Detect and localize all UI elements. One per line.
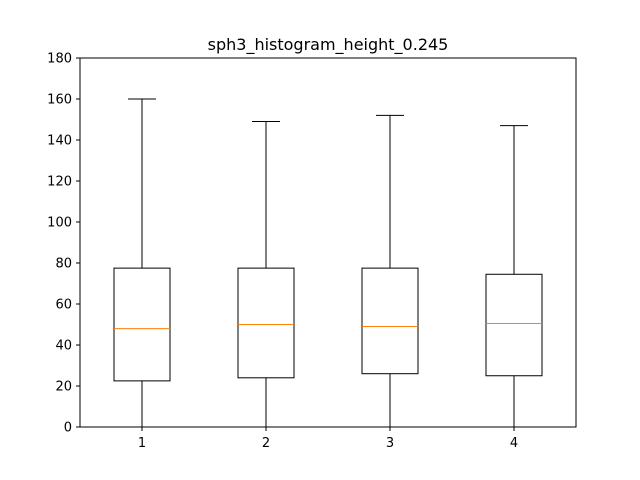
box-iqr bbox=[237, 267, 295, 379]
y-tick-label: 160 bbox=[47, 93, 72, 108]
y-tick-label: 60 bbox=[55, 298, 72, 313]
box-2 bbox=[237, 121, 295, 428]
box-iqr bbox=[113, 267, 171, 382]
x-tick-label: 2 bbox=[262, 436, 270, 451]
box-1 bbox=[113, 98, 171, 428]
y-tick-label: 20 bbox=[55, 380, 72, 395]
x-tick-label: 3 bbox=[386, 436, 394, 451]
x-tick-label: 1 bbox=[138, 436, 146, 451]
box-iqr bbox=[485, 273, 543, 377]
y-tick-label: 180 bbox=[47, 52, 72, 67]
y-tick-label: 120 bbox=[47, 175, 72, 190]
plot-area-frame bbox=[79, 57, 577, 428]
x-axis: 1 2 3 4 bbox=[138, 427, 518, 451]
y-axis: 0 20 40 60 80 100 120 140 160 180 bbox=[47, 52, 80, 436]
y-tick-label: 100 bbox=[47, 216, 72, 231]
x-tick-label: 4 bbox=[510, 436, 518, 451]
y-tick-label: 0 bbox=[64, 421, 72, 436]
y-tick-label: 80 bbox=[55, 257, 72, 272]
box-plot-series bbox=[113, 98, 543, 428]
y-tick-label: 40 bbox=[55, 339, 72, 354]
chart-title: sph3_histogram_height_0.245 bbox=[208, 35, 449, 55]
box-3 bbox=[361, 114, 419, 428]
box-4 bbox=[485, 125, 543, 428]
box-iqr bbox=[361, 267, 419, 375]
y-tick-label: 140 bbox=[47, 134, 72, 149]
